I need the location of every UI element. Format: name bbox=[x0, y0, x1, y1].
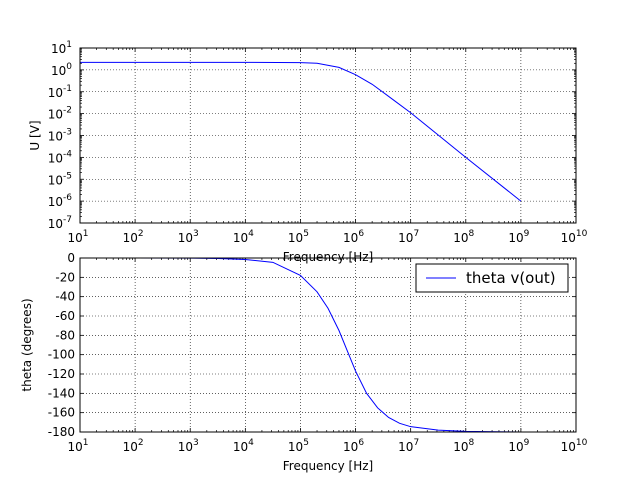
plot-frame bbox=[79, 257, 577, 433]
x-tick-label: 103 bbox=[178, 438, 199, 454]
y-axis-label: U [V] bbox=[28, 120, 42, 150]
series-line bbox=[80, 61, 522, 202]
y-tick-label: 10-3 bbox=[48, 128, 72, 144]
x-tick-label: 101 bbox=[67, 229, 88, 245]
phase-chart: 101 102 103 104 105 106 107 108 109 1010 0 -20 -40 -6… bbox=[20, 251, 588, 473]
x-tick-label: 106 bbox=[343, 438, 364, 454]
x-tick-label: 105 bbox=[288, 229, 309, 245]
x-tick-label: 109 bbox=[508, 229, 529, 245]
x-tick-label: 108 bbox=[453, 229, 474, 245]
y-tick-label: -120 bbox=[48, 367, 75, 381]
y-tick-label: -40 bbox=[55, 290, 75, 304]
y-axis-label: theta (degrees) bbox=[20, 298, 34, 391]
y-tick-label: -100 bbox=[48, 348, 75, 362]
x-tick-label: 1010 bbox=[561, 438, 588, 454]
x-tick-label: 107 bbox=[398, 229, 419, 245]
x-tick-label: 108 bbox=[453, 438, 474, 454]
legend: theta v(out) bbox=[415, 263, 569, 293]
y-tick-label: -160 bbox=[48, 406, 75, 420]
y-tick-label: 10-2 bbox=[48, 106, 72, 122]
x-tick-label: 103 bbox=[178, 229, 199, 245]
x-tick-label: 1010 bbox=[561, 229, 588, 245]
x-tick-label: 104 bbox=[233, 438, 254, 454]
y-tick-label: -60 bbox=[55, 309, 75, 323]
magnitude-chart: 101 102 103 104 105 106 107 108 109 1010 101 100 10-… bbox=[28, 40, 588, 264]
y-tick-label: 0 bbox=[67, 251, 75, 265]
x-tick-label: 105 bbox=[288, 438, 309, 454]
y-tick-label: 100 bbox=[51, 62, 72, 78]
y-tick-label: -140 bbox=[48, 386, 75, 400]
x-tick-label: 109 bbox=[508, 438, 529, 454]
x-axis-label: Frequency [Hz] bbox=[283, 459, 374, 473]
y-tick-label: 101 bbox=[51, 40, 72, 56]
x-tick-label: 107 bbox=[398, 438, 419, 454]
plot-frame bbox=[79, 47, 577, 224]
y-tick-label: -20 bbox=[55, 270, 75, 284]
x-axis-label: Frequency [Hz] bbox=[283, 250, 374, 264]
x-tick-label: 102 bbox=[123, 438, 144, 454]
y-tick-label: 10-5 bbox=[48, 171, 72, 187]
series-line bbox=[80, 257, 521, 433]
y-tick-label: -80 bbox=[55, 328, 75, 342]
legend-label: theta v(out) bbox=[466, 269, 556, 287]
y-tick-label: 10-7 bbox=[48, 215, 72, 231]
y-tick-label: 10-1 bbox=[48, 84, 72, 100]
x-tick-label: 102 bbox=[123, 229, 144, 245]
x-tick-label: 101 bbox=[67, 438, 88, 454]
x-tick-label: 106 bbox=[343, 229, 364, 245]
y-tick-label: 10-4 bbox=[48, 149, 73, 165]
x-tick-label: 104 bbox=[233, 229, 254, 245]
y-tick-label: 10-6 bbox=[48, 193, 73, 209]
y-tick-label: -180 bbox=[48, 425, 75, 439]
